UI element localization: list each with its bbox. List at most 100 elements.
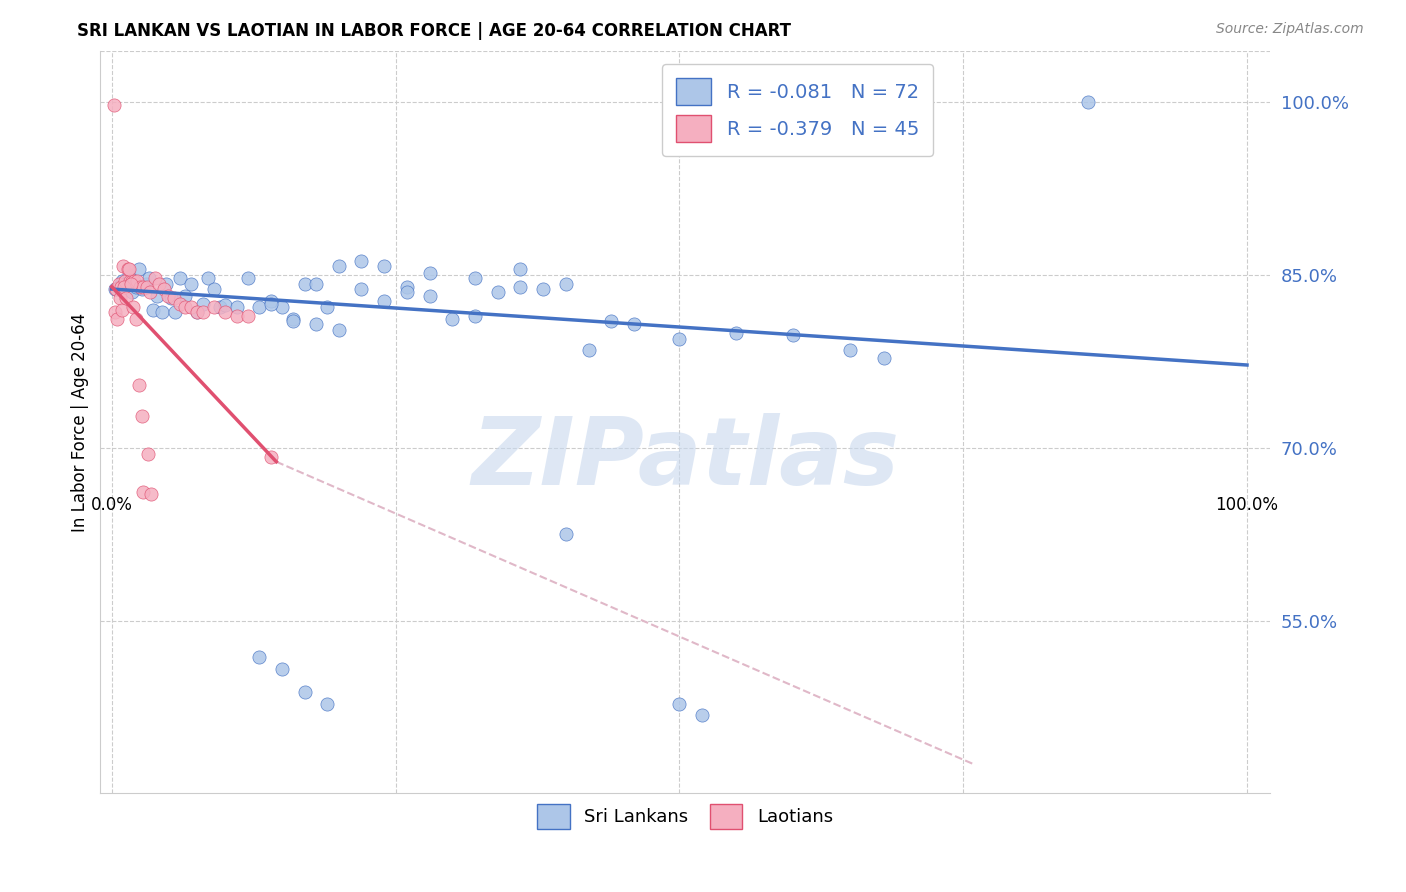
Point [486,285,509,300]
Point [464,309,486,323]
Point [150,305,173,319]
Point [271,662,294,676]
Point [110,279,132,293]
Point [174,289,197,303]
Point [125,274,148,288]
Point [725,326,748,340]
Point [623,317,645,331]
Text: Source: ZipAtlas.com: Source: ZipAtlas.com [1216,22,1364,37]
Point [247,650,270,665]
Point [236,309,259,323]
Point [259,293,281,308]
Point [350,254,373,268]
Point [159,291,181,305]
Point [128,377,150,392]
Point [131,282,153,296]
Point [509,262,531,277]
Point [202,282,225,296]
Point [124,274,146,288]
Point [115,291,138,305]
Point [118,268,141,283]
Point [283,314,305,328]
Y-axis label: In Labor Force | Age 20-64: In Labor Force | Age 20-64 [72,312,89,532]
Point [143,270,166,285]
Point [668,697,690,711]
Point [225,301,247,315]
Point [169,270,191,285]
Text: SRI LANKAN VS LAOTIAN IN LABOR FORCE | AGE 20-64 CORRELATION CHART: SRI LANKAN VS LAOTIAN IN LABOR FORCE | A… [77,22,792,40]
Point [186,305,208,319]
Point [395,279,418,293]
Point [111,302,134,317]
Point [146,289,169,303]
Point [316,301,339,315]
Point [138,270,160,285]
Point [117,262,139,277]
Point [247,301,270,315]
Point [165,305,187,319]
Point [395,285,418,300]
Point [132,279,155,293]
Point [271,301,294,315]
Legend: Sri Lankans, Laotians: Sri Lankans, Laotians [530,797,841,837]
Point [202,301,225,315]
Point [690,708,713,723]
Point [136,447,159,461]
Point [294,685,316,699]
Point [142,302,165,317]
Point [838,343,860,357]
Point [305,317,328,331]
Point [668,332,690,346]
Point [350,282,373,296]
Point [124,279,146,293]
Point [139,285,162,300]
Point [121,274,143,288]
Point [128,262,150,277]
Point [104,305,127,319]
Point [103,97,125,112]
Point [373,293,395,308]
Point [129,279,152,293]
Point [316,697,339,711]
Point [111,274,134,288]
Point [141,487,163,501]
Point [328,323,350,337]
Point [155,277,177,292]
Point [118,274,141,288]
Point [121,285,143,300]
Point [1077,95,1099,110]
Text: ZIPatlas: ZIPatlas [471,413,898,505]
Point [135,277,157,292]
Point [419,289,441,303]
Point [578,343,600,357]
Point [118,262,141,277]
Point [104,282,127,296]
Point [163,291,186,305]
Point [169,297,191,311]
Point [531,282,554,296]
Point [214,298,236,312]
Point [114,274,136,288]
Point [180,301,202,315]
Point [191,305,214,319]
Point [135,279,157,293]
Point [157,289,180,303]
Point [873,351,896,365]
Point [112,259,135,273]
Point [132,484,155,499]
Point [464,270,486,285]
Text: 100.0%: 100.0% [1216,496,1278,515]
Point [108,291,131,305]
Point [236,270,259,285]
Point [122,301,145,315]
Point [283,312,305,326]
Text: 0.0%: 0.0% [91,496,132,515]
Point [214,305,236,319]
Point [419,266,441,280]
Point [186,305,208,319]
Point [180,277,202,292]
Point [509,279,531,293]
Point [131,409,153,423]
Point [112,279,135,293]
Point [600,314,623,328]
